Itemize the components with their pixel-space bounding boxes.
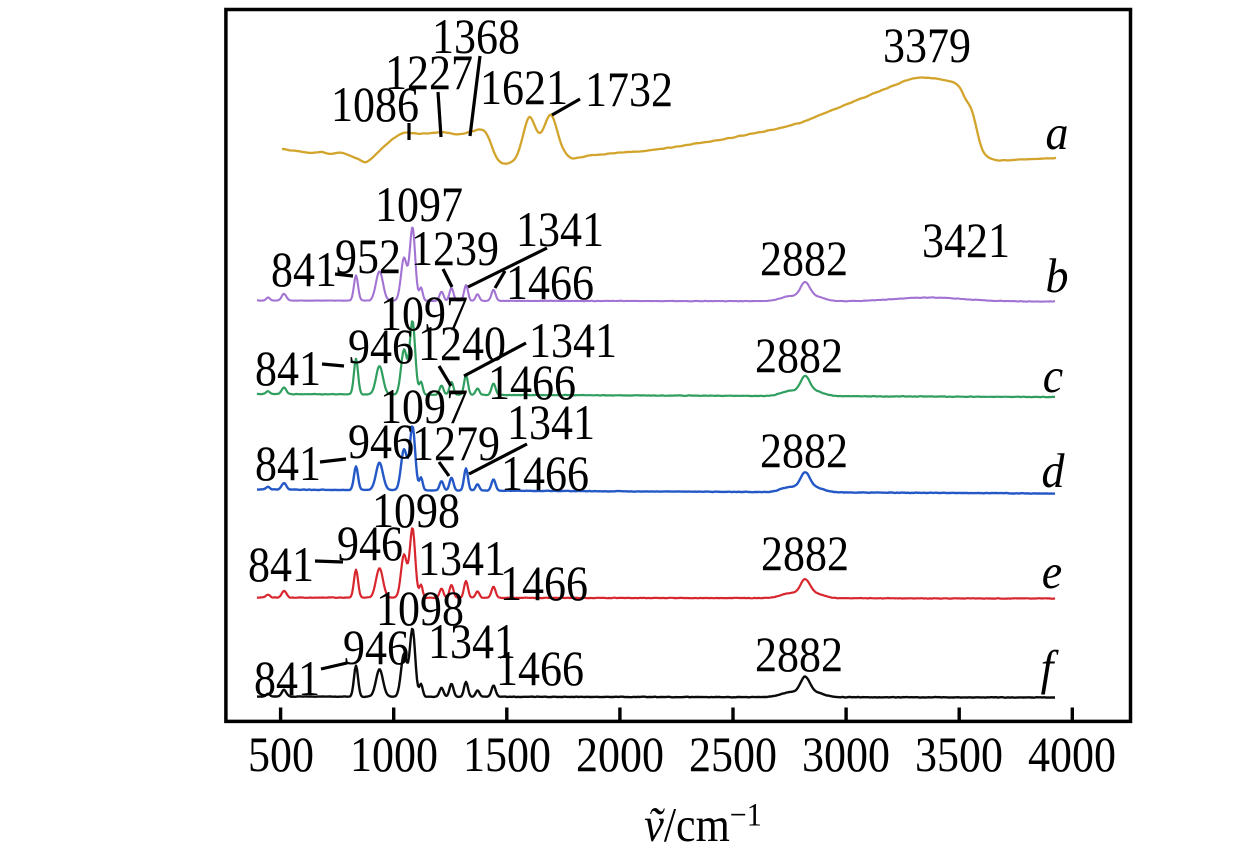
svg-text:946: 946 — [348, 320, 414, 375]
svg-text:1098: 1098 — [372, 484, 460, 539]
svg-text:1227: 1227 — [385, 46, 473, 101]
svg-text:1097: 1097 — [380, 380, 468, 435]
svg-text:1466: 1466 — [496, 642, 584, 697]
svg-text:3421: 3421 — [922, 214, 1010, 269]
svg-text:1000: 1000 — [350, 728, 438, 783]
svg-text:1466: 1466 — [500, 557, 588, 612]
svg-text:1240: 1240 — [418, 317, 506, 372]
svg-text:2882: 2882 — [761, 527, 849, 582]
svg-text:3379: 3379 — [883, 19, 971, 74]
svg-text:e: e — [1042, 546, 1062, 599]
svg-text:1098: 1098 — [376, 582, 464, 637]
svg-text:841: 841 — [248, 538, 314, 593]
svg-text:1341: 1341 — [516, 203, 604, 258]
svg-text:946: 946 — [337, 517, 403, 572]
svg-text:1279: 1279 — [412, 417, 500, 472]
svg-text:1466: 1466 — [506, 256, 594, 311]
svg-text:3000: 3000 — [802, 728, 890, 783]
svg-text:2500: 2500 — [689, 728, 777, 783]
svg-text:1466: 1466 — [488, 356, 576, 411]
svg-text:841: 841 — [255, 342, 321, 397]
svg-text:946: 946 — [348, 415, 414, 470]
svg-text:841: 841 — [255, 437, 321, 492]
svg-text:2000: 2000 — [576, 728, 664, 783]
svg-text:1500: 1500 — [463, 728, 551, 783]
svg-text:a: a — [1046, 107, 1069, 160]
svg-text:1466: 1466 — [501, 447, 589, 502]
svg-text:1341: 1341 — [507, 396, 595, 451]
svg-text:1621: 1621 — [480, 61, 568, 116]
svg-text:d: d — [1042, 445, 1065, 498]
svg-text:1097: 1097 — [375, 178, 463, 233]
svg-text:841: 841 — [254, 652, 320, 707]
svg-text:1341: 1341 — [428, 615, 516, 670]
svg-text:ṽ/cm−1: ṽ/cm−1 — [644, 796, 761, 848]
svg-text:2882: 2882 — [760, 424, 848, 479]
svg-text:c: c — [1043, 350, 1063, 403]
svg-text:1368: 1368 — [432, 10, 520, 65]
svg-text:952: 952 — [335, 230, 401, 285]
svg-text:1732: 1732 — [585, 63, 673, 118]
svg-text:841: 841 — [271, 243, 337, 298]
svg-text:1341: 1341 — [418, 532, 506, 587]
svg-text:946: 946 — [343, 621, 409, 676]
svg-text:500: 500 — [248, 728, 314, 783]
svg-text:1097: 1097 — [380, 287, 468, 342]
svg-text:1086: 1086 — [331, 78, 419, 133]
svg-text:2882: 2882 — [760, 232, 848, 287]
svg-text:b: b — [1046, 250, 1069, 303]
svg-text:2882: 2882 — [755, 628, 843, 683]
svg-text:3500: 3500 — [915, 728, 1003, 783]
svg-text:1239: 1239 — [411, 222, 499, 277]
svg-text:4000: 4000 — [1028, 728, 1116, 783]
svg-text:1341: 1341 — [529, 314, 617, 369]
svg-text:2882: 2882 — [755, 329, 843, 384]
